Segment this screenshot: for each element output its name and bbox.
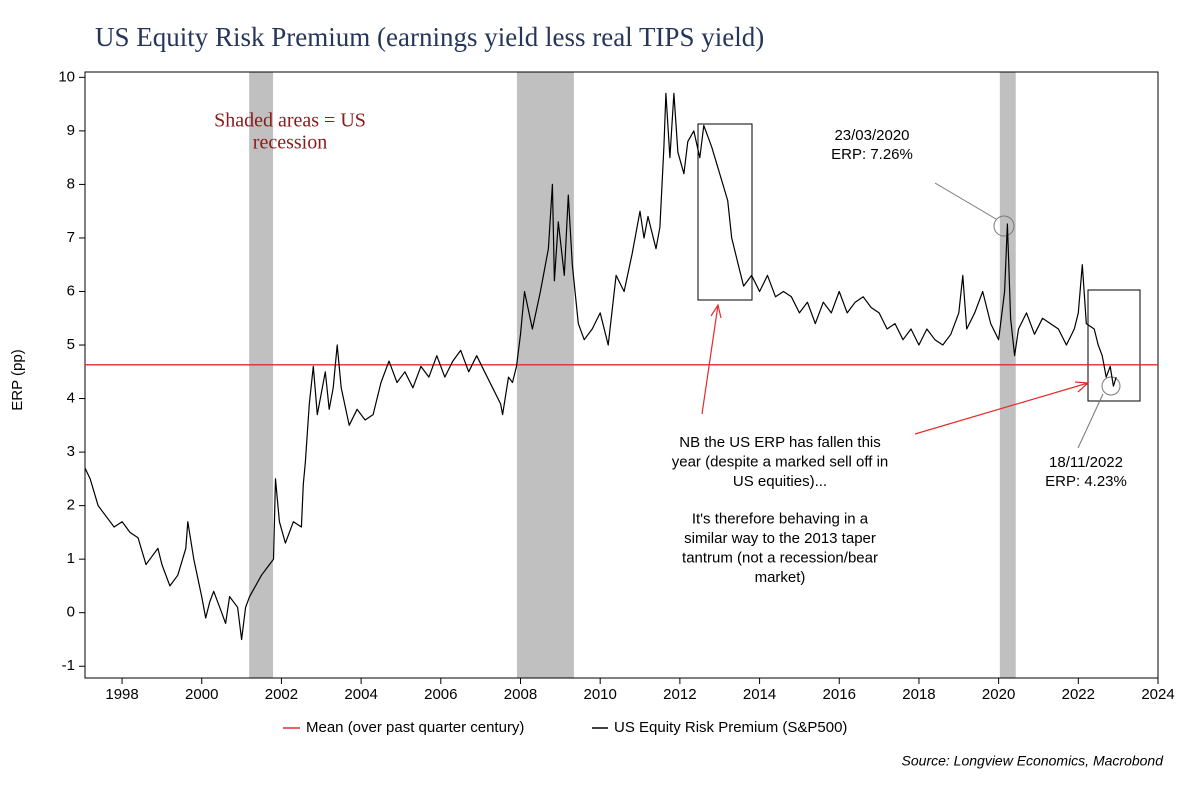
x-tick-label: 2010: [583, 686, 616, 703]
erp-line: [84, 92, 1117, 641]
annotation: ERP: 4.23%: [1045, 473, 1127, 490]
x-tick-label: 2002: [265, 686, 298, 703]
annotation: It's therefore behaving in a: [692, 510, 869, 527]
annotation: year (despite a marked sell off in: [672, 453, 889, 470]
annotation: market): [755, 569, 806, 586]
annotation: recession: [253, 132, 327, 154]
plot-frame: [84, 71, 1159, 679]
annotation: 23/03/2020: [834, 127, 909, 144]
x-tick-label: 2008: [504, 686, 537, 703]
annotation: 18/11/2022: [1049, 454, 1123, 471]
source: Source: Longview Economics, Macrobond: [902, 753, 1165, 769]
y-tick-label: 0: [67, 604, 75, 621]
annotation: ERP: 7.26%: [831, 146, 913, 163]
x-tick-label: 2024: [1141, 686, 1174, 703]
y-tick-label: 10: [58, 68, 75, 85]
legend-label: US Equity Risk Premium (S&P500): [614, 719, 847, 736]
x-tick-label: 2000: [185, 686, 218, 703]
y-tick-label: 1: [67, 550, 75, 567]
chart-title: US Equity Risk Premium (earnings yield l…: [95, 22, 764, 52]
y-tick-label: 8: [67, 175, 75, 192]
y-axis-label: ERP (pp): [9, 349, 26, 410]
x-tick-label: 2012: [663, 686, 696, 703]
recession-shade: [249, 72, 274, 678]
highlight-box: [1087, 289, 1141, 402]
y-tick-label: 4: [67, 390, 75, 407]
y-tick-label: 9: [67, 122, 75, 139]
y-tick-label: 2: [67, 497, 75, 514]
x-tick-label: 2014: [743, 686, 776, 703]
x-tick-label: 2004: [344, 686, 377, 703]
annotation: tantrum (not a recession/bear: [682, 549, 878, 566]
annotation: NB the US ERP has fallen this: [679, 434, 881, 451]
y-tick-label: 6: [67, 282, 75, 299]
y-tick-label: 3: [67, 443, 75, 460]
x-tick-label: 1998: [105, 686, 138, 703]
annotation: US equities)...: [733, 473, 827, 490]
x-tick-label: 2006: [424, 686, 457, 703]
recession-shade: [999, 72, 1016, 678]
leader-line: [1077, 393, 1104, 449]
arrow: [701, 303, 1090, 435]
annotation: similar way to the 2013 taper: [684, 530, 876, 547]
y-tick-label: 7: [67, 229, 75, 246]
leader-line: [934, 182, 997, 220]
x-tick-label: 2020: [982, 686, 1015, 703]
highlight-circle: [993, 215, 1015, 237]
x-tick-label: 2016: [823, 686, 856, 703]
recession-shade: [516, 72, 574, 678]
x-tick-label: 2022: [1062, 686, 1095, 703]
highlight-box: [697, 123, 753, 301]
y-tick-label: 5: [67, 336, 75, 353]
x-tick-label: 2018: [902, 686, 935, 703]
y-tick-label: -1: [62, 657, 75, 674]
legend-label: Mean (over past quarter century): [306, 719, 524, 736]
annotation: Shaded areas = US: [214, 110, 366, 132]
highlight-circle: [1101, 376, 1121, 396]
